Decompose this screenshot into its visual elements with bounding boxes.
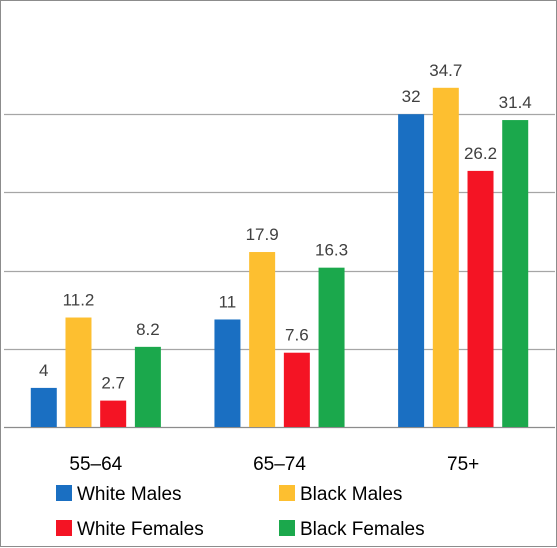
data-label-white-females-75: 26.2 [464,144,497,163]
legend-label-white-females: White Females [77,519,204,540]
data-label-black-males-65-74: 17.9 [246,225,279,244]
data-label-white-females-65-74: 7.6 [285,326,309,345]
bar-white-females-75 [467,170,494,427]
category-label-75: 75+ [447,454,479,475]
bar-black-females-65-74 [318,267,345,427]
bar-white-males-75 [398,114,425,427]
legend-item-black-males: Black Males [279,484,402,505]
data-label-white-males-55-64: 4 [39,361,48,380]
legend-item-white-males: White Males [56,484,182,505]
legend-swatch-white-males [56,485,72,501]
category-tick-labels: 55–64 65–74 75+ [69,454,479,475]
legend-item-white-females: White Females [56,519,204,540]
legend-swatch-black-males [279,485,295,501]
legend-swatch-black-females [279,520,295,536]
data-label-white-males-65-74: 11 [219,292,237,311]
bar-black-males-65-74 [249,252,276,427]
data-label-black-females-65-74: 16.3 [315,241,348,260]
data-label-black-males-55-64: 11.2 [63,291,95,310]
category-label-65-74: 65–74 [253,454,306,475]
bar-black-males-55-64 [65,317,92,427]
legend-label-white-males: White Males [77,484,182,505]
bar-black-males-75 [432,87,459,428]
data-label-white-females-55-64: 2.7 [101,374,125,393]
gridlines [4,113,555,429]
data-labels: 4 11.2 2.7 8.2 11 17.9 7.6 16.3 32 34.7 26.2 31.4 [39,61,532,393]
legend-label-black-males: Black Males [300,484,402,505]
bars [30,87,529,428]
bar-black-females-75 [502,120,529,427]
bar-white-males-55-64 [30,387,57,427]
data-label-white-males-75: 32 [402,87,421,106]
bar-white-females-65-74 [283,352,310,427]
legend-label-black-females: Black Females [300,519,425,540]
data-label-black-males-75: 34.7 [429,61,462,80]
bar-white-males-65-74 [214,319,241,427]
category-label-55-64: 55–64 [69,454,122,475]
legend-swatch-white-females [56,520,72,536]
legend: White Males Black Males White Females Black… [56,484,425,540]
data-label-black-females-55-64: 8.2 [136,320,160,339]
bar-black-females-55-64 [134,346,161,427]
data-label-black-females-75: 31.4 [499,93,532,112]
bar-white-females-55-64 [100,400,127,427]
legend-item-black-females: Black Females [279,519,425,540]
